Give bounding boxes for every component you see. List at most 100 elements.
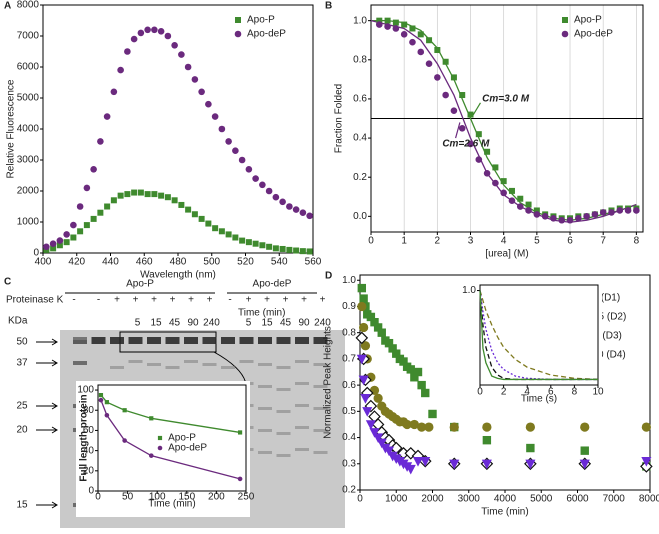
sign: + [320, 295, 326, 306]
x-tick-label: 200 [208, 492, 225, 503]
gel-band [258, 337, 272, 344]
point [117, 66, 124, 74]
x-tick-label: 250 [238, 492, 255, 503]
point [550, 215, 557, 222]
point [355, 331, 369, 345]
point [406, 365, 415, 374]
annotation: Cm=3.0 M [482, 94, 530, 105]
row-label: Proteinase K [6, 295, 64, 306]
y-tick-label: 3000 [17, 155, 40, 166]
point [392, 349, 401, 358]
point [137, 189, 144, 196]
point [205, 100, 212, 108]
x-tick-label: 50 [122, 492, 134, 503]
x-tick-label: 460 [136, 257, 153, 268]
sign: + [207, 295, 213, 306]
gel-band [258, 451, 272, 454]
point [475, 156, 483, 163]
sign: + [301, 295, 307, 306]
point [449, 422, 459, 432]
y-axis-label: Normalized Peak Heights [323, 326, 334, 439]
point [402, 419, 412, 430]
point [225, 231, 232, 238]
gel-band [295, 448, 309, 451]
point [425, 60, 433, 68]
marker-arrow [36, 501, 58, 509]
y-tick-label: 0.8 [342, 327, 356, 338]
gel-band [239, 337, 254, 344]
point [492, 164, 499, 171]
point [481, 459, 492, 470]
point [450, 107, 458, 114]
y-tick-label: 20 [83, 465, 95, 476]
point [98, 397, 104, 403]
point [171, 197, 178, 204]
point [357, 283, 367, 293]
x-tick-label: 5 [534, 236, 540, 247]
point [252, 240, 259, 247]
y-tick-label: 8000 [17, 0, 40, 11]
legend-label: Apo-deP [247, 29, 286, 40]
x-tick-label: 8000 [639, 494, 659, 505]
y-tick-label: 1000 [17, 217, 40, 228]
point [212, 225, 219, 232]
x-tick-label: 0 [357, 494, 363, 505]
legend-label: V420 (D4) [580, 350, 626, 361]
gel-band [313, 337, 328, 344]
point [413, 367, 423, 377]
x-tick-label: 0 [477, 387, 483, 398]
marker-arrow [36, 426, 58, 434]
point [49, 240, 57, 247]
point [299, 248, 306, 255]
point [526, 443, 535, 453]
time: 5 [135, 318, 141, 329]
y-tick-label: 0.9 [342, 301, 356, 312]
x-tick-label: 2 [435, 236, 441, 247]
gel-band [276, 410, 291, 413]
point [359, 294, 368, 303]
point [492, 179, 499, 187]
y-tick-label: 0.2 [353, 172, 367, 183]
point [104, 400, 109, 405]
y-tick-label: 0.2 [342, 485, 356, 496]
point [97, 138, 104, 145]
point [292, 206, 300, 213]
point [358, 375, 369, 386]
y-tick-label: 1.0 [462, 285, 476, 296]
point [238, 156, 246, 164]
annotation-arrow [455, 122, 461, 139]
point [516, 203, 524, 210]
x-tick-label: 4 [524, 387, 530, 398]
point [376, 17, 383, 24]
time-label: Time (min) [238, 308, 285, 319]
panel-letter: C [4, 277, 11, 288]
point [185, 206, 192, 213]
gel-band [295, 337, 309, 344]
y-tick-label: 0.4 [342, 432, 356, 443]
point [508, 187, 515, 194]
x-tick-label: 500 [203, 257, 220, 268]
point [420, 456, 431, 467]
point [218, 125, 226, 133]
legend-marker [234, 30, 242, 38]
point [252, 175, 259, 182]
sign: + [188, 295, 194, 306]
point [90, 215, 97, 222]
point [103, 113, 111, 120]
x-tick-label: 480 [170, 257, 187, 268]
panel-letter: D [325, 271, 332, 282]
point [641, 422, 651, 432]
point [239, 237, 246, 244]
point [434, 74, 441, 81]
point [482, 435, 492, 445]
point [50, 245, 57, 252]
point [90, 166, 97, 173]
x-tick-label: 6 [567, 236, 573, 247]
gel-band [165, 337, 180, 344]
gel-band [128, 337, 143, 344]
x-tick-label: 8 [634, 236, 640, 247]
point [144, 191, 151, 198]
point [580, 446, 589, 455]
point [405, 464, 416, 475]
point [377, 328, 386, 337]
